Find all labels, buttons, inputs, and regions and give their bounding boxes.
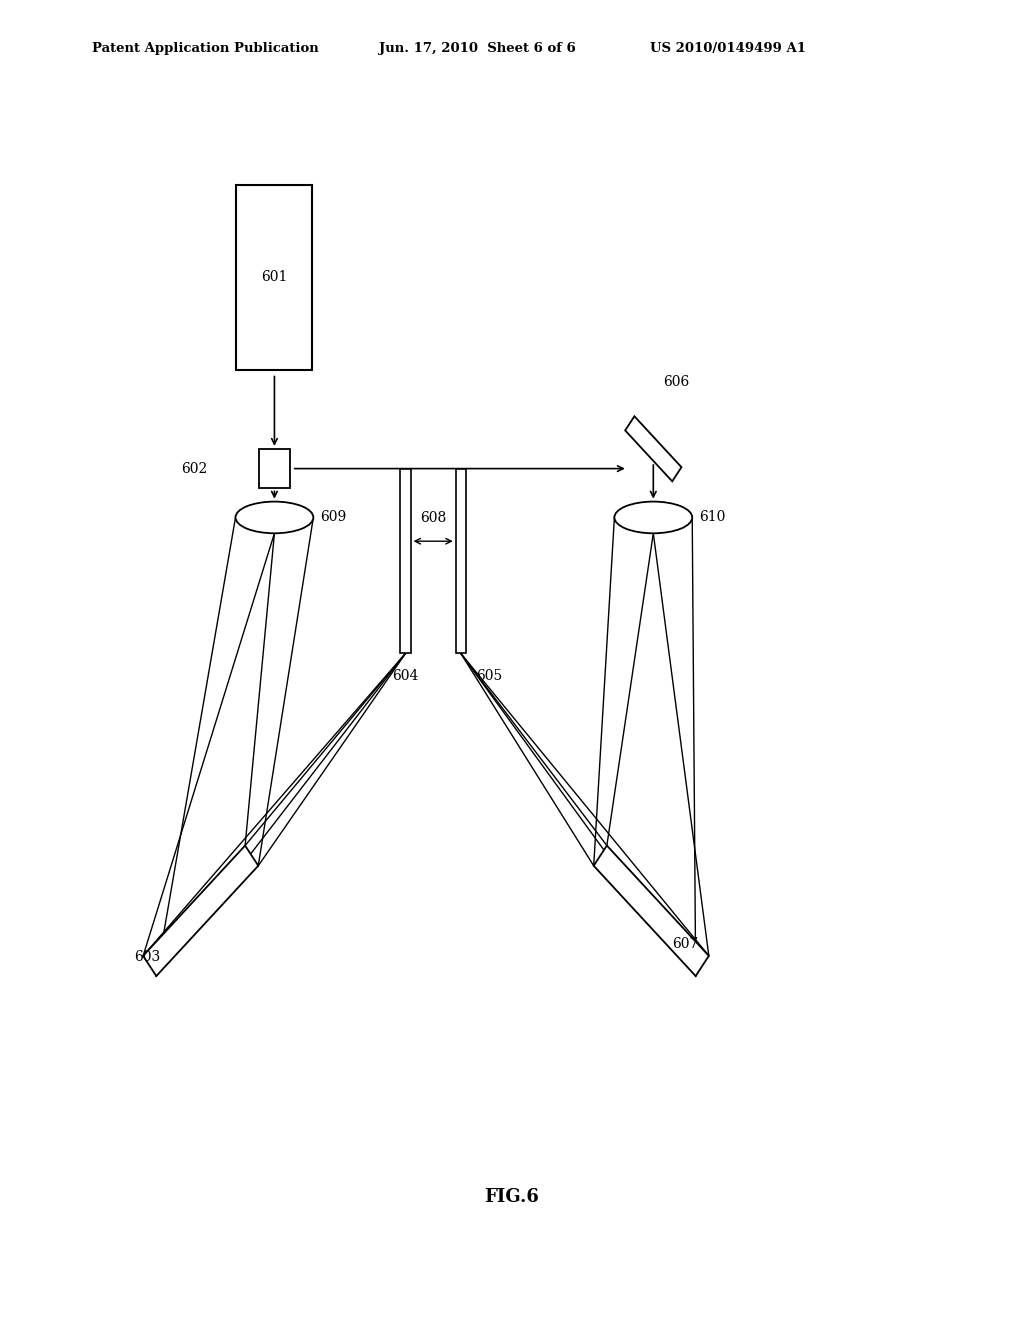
Text: 606: 606: [664, 375, 690, 389]
Text: 602: 602: [181, 462, 208, 475]
Text: Patent Application Publication: Patent Application Publication: [92, 42, 318, 55]
Text: US 2010/0149499 A1: US 2010/0149499 A1: [650, 42, 806, 55]
Polygon shape: [594, 846, 709, 975]
Text: 608: 608: [420, 511, 446, 525]
Bar: [400, 469, 411, 653]
Polygon shape: [143, 846, 258, 975]
Polygon shape: [626, 416, 681, 482]
Text: 604: 604: [392, 669, 419, 684]
Bar: [236, 185, 312, 370]
Ellipse shape: [614, 502, 692, 533]
Bar: [456, 469, 466, 653]
Text: Jun. 17, 2010  Sheet 6 of 6: Jun. 17, 2010 Sheet 6 of 6: [379, 42, 575, 55]
Ellipse shape: [236, 502, 313, 533]
Text: 603: 603: [134, 950, 161, 965]
Text: 607: 607: [672, 937, 698, 952]
Bar: [259, 449, 290, 488]
Text: 601: 601: [261, 271, 287, 284]
Text: 610: 610: [699, 511, 726, 524]
Text: 605: 605: [476, 669, 503, 684]
Text: 609: 609: [321, 511, 347, 524]
Text: FIG.6: FIG.6: [484, 1188, 540, 1206]
